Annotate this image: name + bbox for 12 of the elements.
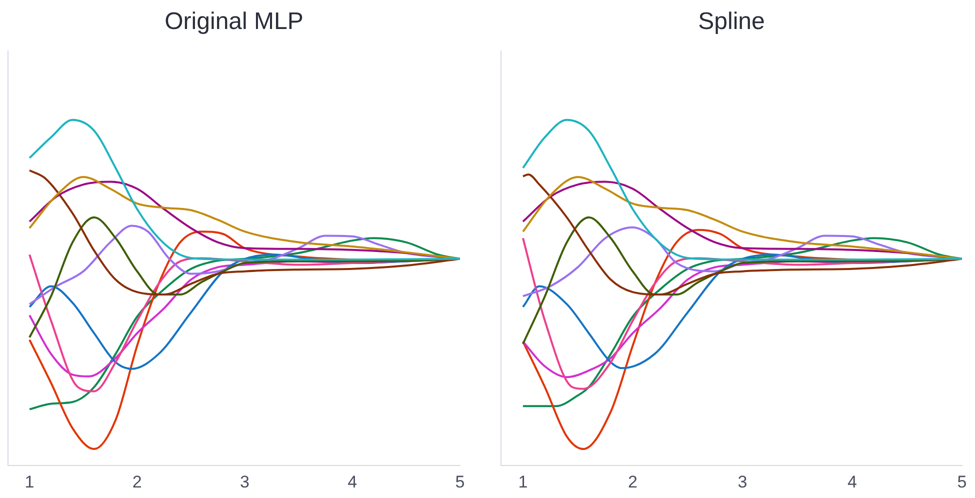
chart-title: Spline — [698, 8, 765, 36]
x-tick-label: 5 — [957, 472, 967, 492]
x-tick-label: 2 — [628, 472, 638, 492]
x-tick-label: 1 — [518, 472, 528, 492]
x-tick-label: 4 — [348, 472, 358, 492]
chart-title: Original MLP — [164, 8, 304, 36]
x-tick-label: 2 — [132, 472, 142, 492]
x-tick-label: 4 — [848, 472, 857, 492]
x-tick-label: 3 — [240, 472, 250, 492]
x-tick-label: 3 — [738, 472, 748, 492]
x-tick-label: 1 — [24, 472, 34, 492]
x-tick-label: 5 — [455, 472, 465, 492]
